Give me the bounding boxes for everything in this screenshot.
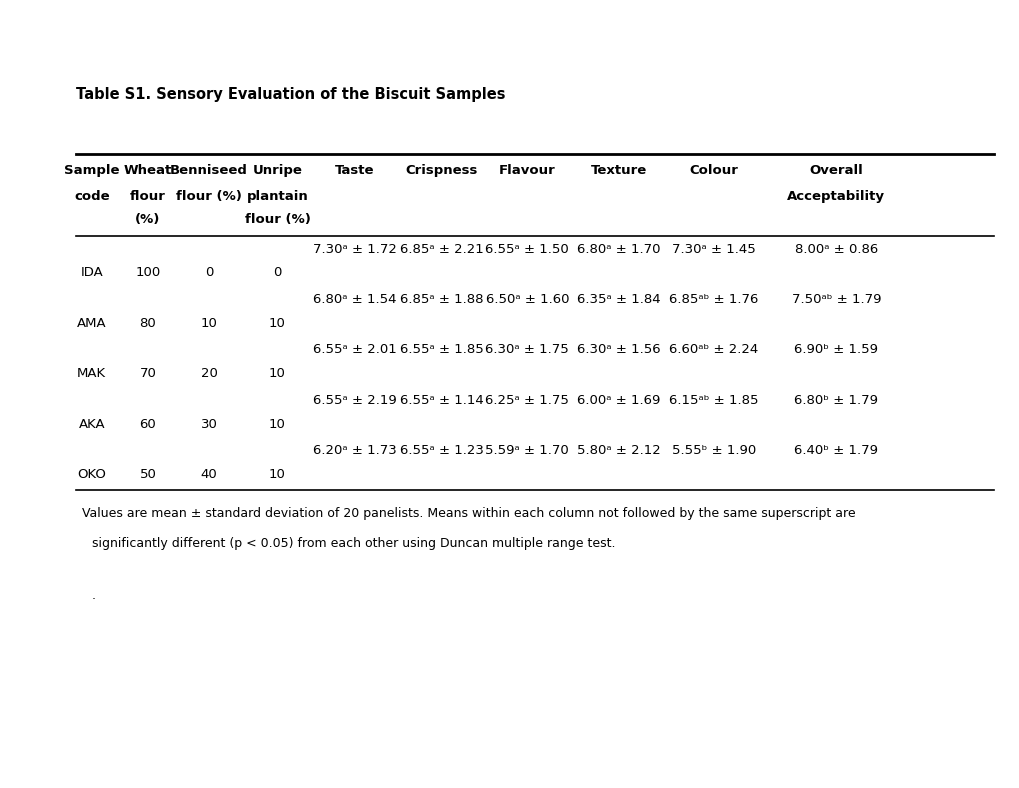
Text: MAK: MAK bbox=[77, 367, 106, 380]
Text: 6.90ᵇ ± 1.59: 6.90ᵇ ± 1.59 bbox=[794, 344, 877, 356]
Text: Flavour: Flavour bbox=[498, 164, 555, 177]
Text: 10: 10 bbox=[269, 367, 285, 380]
Text: 10: 10 bbox=[269, 317, 285, 329]
Text: 6.25ᵃ ± 1.75: 6.25ᵃ ± 1.75 bbox=[485, 394, 569, 407]
Text: 6.00ᵃ ± 1.69: 6.00ᵃ ± 1.69 bbox=[577, 394, 660, 407]
Text: 6.20ᵃ ± 1.73: 6.20ᵃ ± 1.73 bbox=[313, 444, 396, 457]
Text: Values are mean ± standard deviation of 20 panelists. Means within each column n: Values are mean ± standard deviation of … bbox=[82, 507, 854, 520]
Text: 6.40ᵇ ± 1.79: 6.40ᵇ ± 1.79 bbox=[794, 444, 877, 457]
Text: Sample: Sample bbox=[64, 164, 119, 177]
Text: 10: 10 bbox=[269, 418, 285, 430]
Text: 70: 70 bbox=[140, 367, 156, 380]
Text: 6.55ᵃ ± 1.85: 6.55ᵃ ± 1.85 bbox=[399, 344, 483, 356]
Text: Acceptability: Acceptability bbox=[787, 190, 884, 203]
Text: Crispness: Crispness bbox=[406, 164, 477, 177]
Text: AKA: AKA bbox=[78, 418, 105, 430]
Text: 6.55ᵃ ± 2.01: 6.55ᵃ ± 2.01 bbox=[313, 344, 396, 356]
Text: 20: 20 bbox=[201, 367, 217, 380]
Text: AMA: AMA bbox=[76, 317, 107, 329]
Text: 6.55ᵃ ± 1.14: 6.55ᵃ ± 1.14 bbox=[399, 394, 483, 407]
Text: 6.15ᵃᵇ ± 1.85: 6.15ᵃᵇ ± 1.85 bbox=[668, 394, 758, 407]
Text: 6.55ᵃ ± 2.19: 6.55ᵃ ± 2.19 bbox=[313, 394, 396, 407]
Text: plantain: plantain bbox=[247, 190, 308, 203]
Text: 30: 30 bbox=[201, 418, 217, 430]
Text: 6.30ᵃ ± 1.75: 6.30ᵃ ± 1.75 bbox=[485, 344, 569, 356]
Text: Texture: Texture bbox=[590, 164, 647, 177]
Text: code: code bbox=[74, 190, 109, 203]
Text: 6.30ᵃ ± 1.56: 6.30ᵃ ± 1.56 bbox=[577, 344, 660, 356]
Text: significantly different (p < 0.05) from each other using Duncan multiple range t: significantly different (p < 0.05) from … bbox=[92, 537, 614, 550]
Text: .: . bbox=[92, 589, 96, 601]
Text: flour: flour bbox=[129, 190, 166, 203]
Text: 100: 100 bbox=[136, 266, 160, 279]
Text: 6.60ᵃᵇ ± 2.24: 6.60ᵃᵇ ± 2.24 bbox=[668, 344, 758, 356]
Text: 6.55ᵃ ± 1.50: 6.55ᵃ ± 1.50 bbox=[485, 243, 569, 255]
Text: (%): (%) bbox=[136, 214, 160, 226]
Text: 5.80ᵃ ± 2.12: 5.80ᵃ ± 2.12 bbox=[577, 444, 660, 457]
Text: Colour: Colour bbox=[689, 164, 738, 177]
Text: 80: 80 bbox=[140, 317, 156, 329]
Text: 6.55ᵃ ± 1.23: 6.55ᵃ ± 1.23 bbox=[399, 444, 483, 457]
Text: Table S1. Sensory Evaluation of the Biscuit Samples: Table S1. Sensory Evaluation of the Bisc… bbox=[76, 87, 505, 102]
Text: 5.55ᵇ ± 1.90: 5.55ᵇ ± 1.90 bbox=[672, 444, 755, 457]
Text: flour (%): flour (%) bbox=[176, 190, 242, 203]
Text: 6.85ᵃ ± 2.21: 6.85ᵃ ± 2.21 bbox=[399, 243, 483, 255]
Text: 6.50ᵃ ± 1.60: 6.50ᵃ ± 1.60 bbox=[485, 293, 569, 306]
Text: 8.00ᵃ ± 0.86: 8.00ᵃ ± 0.86 bbox=[794, 243, 877, 255]
Text: 7.30ᵃ ± 1.45: 7.30ᵃ ± 1.45 bbox=[672, 243, 755, 255]
Text: 6.80ᵃ ± 1.54: 6.80ᵃ ± 1.54 bbox=[313, 293, 396, 306]
Text: 6.35ᵃ ± 1.84: 6.35ᵃ ± 1.84 bbox=[577, 293, 660, 306]
Text: flour (%): flour (%) bbox=[245, 214, 310, 226]
Text: Unripe: Unripe bbox=[253, 164, 302, 177]
Text: 6.85ᵃᵇ ± 1.76: 6.85ᵃᵇ ± 1.76 bbox=[668, 293, 758, 306]
Text: 10: 10 bbox=[269, 468, 285, 481]
Text: 0: 0 bbox=[273, 266, 281, 279]
Text: 7.30ᵃ ± 1.72: 7.30ᵃ ± 1.72 bbox=[313, 243, 396, 255]
Text: 6.85ᵃ ± 1.88: 6.85ᵃ ± 1.88 bbox=[399, 293, 483, 306]
Text: Overall: Overall bbox=[809, 164, 862, 177]
Text: 60: 60 bbox=[140, 418, 156, 430]
Text: 6.80ᵃ ± 1.70: 6.80ᵃ ± 1.70 bbox=[577, 243, 660, 255]
Text: OKO: OKO bbox=[77, 468, 106, 481]
Text: 50: 50 bbox=[140, 468, 156, 481]
Text: Taste: Taste bbox=[335, 164, 374, 177]
Text: 6.80ᵇ ± 1.79: 6.80ᵇ ± 1.79 bbox=[794, 394, 877, 407]
Text: 5.59ᵃ ± 1.70: 5.59ᵃ ± 1.70 bbox=[485, 444, 569, 457]
Text: Wheat: Wheat bbox=[123, 164, 172, 177]
Text: 10: 10 bbox=[201, 317, 217, 329]
Text: 0: 0 bbox=[205, 266, 213, 279]
Text: IDA: IDA bbox=[81, 266, 103, 279]
Text: 7.50ᵃᵇ ± 1.79: 7.50ᵃᵇ ± 1.79 bbox=[791, 293, 880, 306]
Text: 40: 40 bbox=[201, 468, 217, 481]
Text: Benniseed: Benniseed bbox=[170, 164, 248, 177]
